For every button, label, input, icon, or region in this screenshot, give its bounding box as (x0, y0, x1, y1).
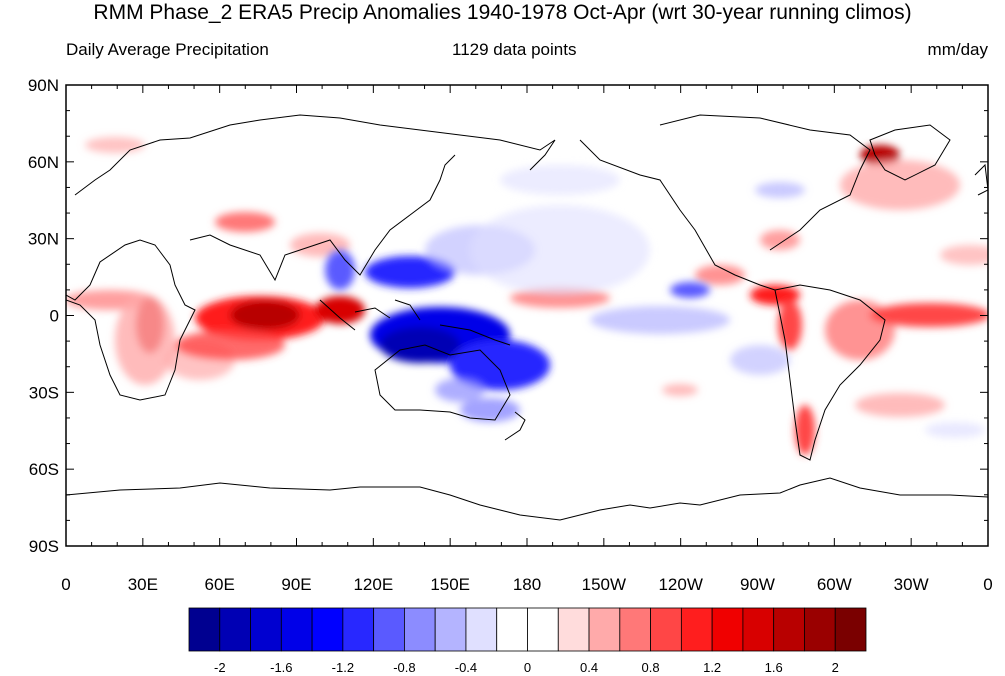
new-zealand-coast (504, 411, 526, 441)
colorbar-label: 0.8 (642, 660, 660, 675)
lat-tick-label: 30N (28, 230, 59, 249)
colorbar-label: 1.2 (703, 660, 721, 675)
colorbar-label: -2 (214, 660, 226, 675)
colorbar-label: -0.8 (393, 660, 415, 675)
colorbar-label: -1.2 (332, 660, 354, 675)
colorbar-swatch (711, 607, 744, 652)
colorbar-swatch (680, 607, 713, 652)
colorbar-label: -0.4 (455, 660, 477, 675)
antarctica-coast (66, 477, 988, 521)
australia-coast (374, 344, 511, 421)
colorbar-swatch (773, 607, 805, 652)
colorbar (188, 607, 867, 652)
south-america-coast (774, 284, 886, 461)
lon-tick-label: 120E (353, 575, 393, 594)
colorbar-swatch (434, 607, 467, 652)
colorbar-swatch (280, 607, 313, 652)
longitude-labels: 0 30E 60E 90E 120E 150E 180 150W 120W 90W 60W 30W 0 (61, 575, 992, 594)
colorbar-swatch (804, 607, 836, 652)
subtitle-left: Daily Average Precipitation (66, 40, 269, 59)
colorbar-swatch (834, 607, 867, 652)
subtitle-center: 1129 data points (452, 40, 577, 59)
lon-tick-label: 90E (281, 575, 311, 594)
uk-coast (974, 163, 988, 196)
lon-tick-label: 0 (983, 575, 992, 594)
colorbar-swatch (496, 607, 528, 652)
colorbar-label: -1.6 (270, 660, 292, 675)
colorbar-swatch (742, 607, 775, 652)
colorbar-swatch (342, 607, 375, 652)
anomaly-field (66, 137, 988, 455)
lon-tick-label: 150W (582, 575, 626, 594)
colorbar-swatch (465, 607, 498, 652)
colorbar-labels: -2 -1.6 -1.2 -0.8 -0.4 0 0.4 0.8 1.2 1.6 2 (214, 660, 839, 675)
lon-tick-label: 30W (894, 575, 929, 594)
lon-tick-label: 0 (61, 575, 70, 594)
colorbar-swatch (311, 607, 344, 652)
lon-tick-label: 60E (205, 575, 235, 594)
lat-tick-label: 90N (28, 76, 59, 95)
lon-tick-label: 30E (128, 575, 158, 594)
colorbar-label: 0 (524, 660, 531, 675)
lon-tick-label: 90W (740, 575, 775, 594)
latitude-labels: 90N 60N 30N 0 30S 60S 90S (28, 76, 59, 556)
colorbar-swatch (619, 607, 651, 652)
colorbar-label: 0.4 (580, 660, 598, 675)
lon-tick-label: 60W (817, 575, 852, 594)
lat-tick-label: 60N (28, 153, 59, 172)
colorbar-swatch (557, 607, 590, 652)
colorbar-swatch (373, 607, 405, 652)
asia-coast (189, 154, 456, 282)
colorbar-swatch (588, 607, 621, 652)
colorbar-swatch (219, 607, 251, 652)
colorbar-swatch (404, 607, 436, 652)
colorbar-swatch (250, 607, 282, 652)
subtitle-units: mm/day (927, 40, 988, 59)
north-america-coast (579, 114, 871, 291)
lat-tick-label: 30S (29, 383, 59, 402)
lon-tick-label: 180 (513, 575, 541, 594)
indonesia-islands (319, 299, 511, 346)
lat-tick-label: 90S (29, 537, 59, 556)
positive-anomalies (66, 137, 988, 455)
colorbar-swatch (188, 607, 221, 652)
lat-tick-label: 0 (50, 307, 59, 326)
axis-ticks (65, 84, 989, 547)
lon-tick-label: 120W (658, 575, 702, 594)
greenland-coast (869, 124, 951, 181)
europe-africa-coast (66, 114, 556, 401)
chart-title: RMM Phase_2 ERA5 Precip Anomalies 1940-1… (93, 1, 912, 24)
colorbar-label: 2 (832, 660, 839, 675)
colorbar-label: 1.6 (765, 660, 783, 675)
colorbar-swatch (650, 607, 682, 652)
lon-tick-label: 150E (430, 575, 470, 594)
lat-tick-label: 60S (29, 460, 59, 479)
colorbar-swatch (527, 607, 559, 652)
coastlines (66, 114, 988, 521)
